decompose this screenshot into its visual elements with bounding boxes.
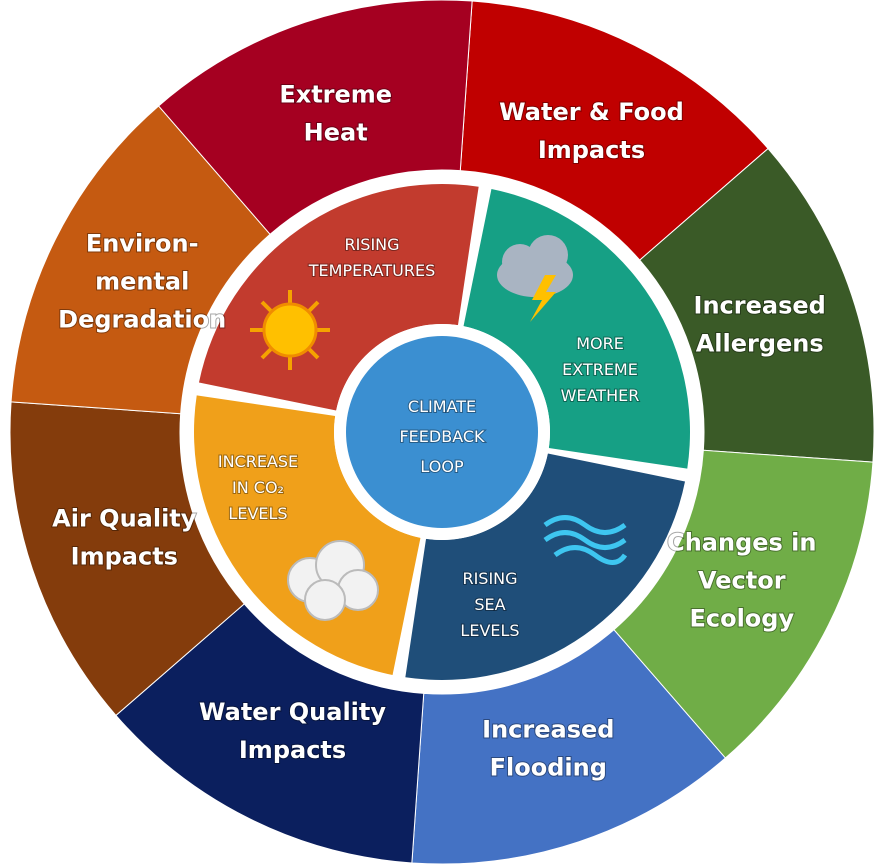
center-circle <box>346 336 538 528</box>
segment-label: RISING SEA LEVELS <box>460 569 519 640</box>
label-line: mental <box>95 268 189 296</box>
label-line: Flooding <box>490 754 607 782</box>
segment-label: Extreme Heat <box>279 80 392 146</box>
inner-segment <box>405 453 686 680</box>
label-line: INCREASE <box>218 452 298 471</box>
label-line: IN CO₂ <box>232 478 284 497</box>
label-line: Allergens <box>696 330 824 358</box>
label-line: Water & Food <box>499 98 684 126</box>
label-line: LEVELS <box>460 621 519 640</box>
label-line: Air Quality <box>52 504 197 532</box>
label-line: Environ- <box>86 230 199 258</box>
smoke-icon <box>287 540 379 621</box>
label-line: FEEDBACK <box>399 427 485 446</box>
label-line: Impacts <box>71 542 178 570</box>
segment-label: MORE EXTREME WEATHER <box>561 334 640 405</box>
label-line: Impacts <box>239 736 346 764</box>
label-line: LEVELS <box>228 504 287 523</box>
segment-label: Air Quality Impacts <box>52 504 197 570</box>
label-line: CLIMATE <box>408 397 476 416</box>
segment-label: CLIMATE FEEDBACK LOOP <box>399 397 485 476</box>
wave-icon <box>543 515 628 565</box>
label-line: WEATHER <box>561 386 640 405</box>
label-line: Increased <box>482 716 614 744</box>
label-line: SEA <box>474 595 505 614</box>
segment-label: Changes in Vector Ecology <box>667 528 816 632</box>
label-line: EXTREME <box>562 360 638 379</box>
label-line: Vector <box>698 566 786 594</box>
label-line: Ecology <box>689 604 794 632</box>
segment-label: RISING TEMPERATURES <box>308 235 435 280</box>
storm-icon <box>497 235 573 322</box>
outer-segment <box>157 0 473 235</box>
segment-label: Water & Food Impacts <box>499 98 684 164</box>
outer-ring <box>9 0 875 865</box>
label-line: Extreme <box>279 80 392 108</box>
segment-label: INCREASE IN CO₂ LEVELS <box>218 452 298 523</box>
label-line: RISING <box>344 235 399 254</box>
label-line: TEMPERATURES <box>308 261 435 280</box>
label-line: Heat <box>304 118 368 146</box>
segment-label: Increased Flooding <box>482 716 614 782</box>
segment-label: Environ-mental Degradation <box>58 230 226 334</box>
label-line: Degradation <box>58 306 226 334</box>
label-line: Water Quality <box>199 698 386 726</box>
label-line: LOOP <box>420 457 464 476</box>
sun-icon <box>250 290 330 370</box>
label-line: Increased <box>694 292 826 320</box>
label-line: Changes in <box>667 528 816 556</box>
label-line: RISING <box>462 569 517 588</box>
segment-label: Increased Allergens <box>694 292 826 358</box>
segment-label: Water Quality Impacts <box>199 698 386 764</box>
label-line: Impacts <box>538 136 645 164</box>
label-line: MORE <box>576 334 624 353</box>
